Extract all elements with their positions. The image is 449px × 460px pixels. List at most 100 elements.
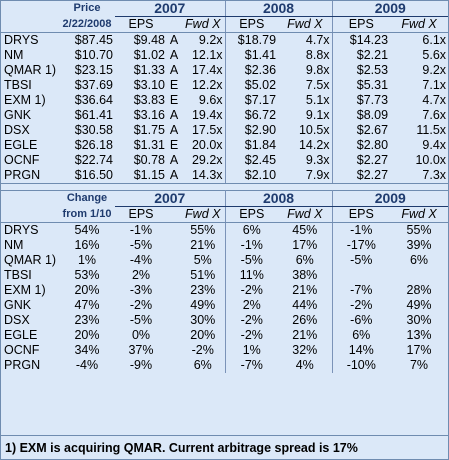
eps-2008-change-cell: -2%	[224, 328, 279, 343]
eps-2007-cell: $1.31	[133, 138, 165, 152]
eps-2009-cell: $2.80	[331, 138, 391, 153]
ticker-cell: EXM 1)	[4, 283, 46, 297]
price-cell: $10.70	[74, 48, 113, 62]
blank-cell	[1, 206, 59, 223]
estimate-flag-cell: A	[167, 168, 181, 184]
ticker-cell: EGLE	[4, 328, 38, 342]
change-cell: 34%	[74, 343, 100, 357]
eps-2007-change-cell: 2%	[131, 268, 151, 282]
fwd-2008-cell: 7.9x	[278, 168, 333, 184]
blank-cell	[167, 313, 181, 328]
fwd-2008-change-cell: 17%	[292, 238, 318, 252]
blank-cell	[167, 298, 181, 313]
ticker-cell: GNK	[4, 298, 32, 312]
fwd-2007-change-cell: -2%	[191, 343, 214, 357]
ticker-cell: TBSI	[4, 268, 32, 282]
blank-cell	[167, 16, 181, 33]
table-row: EXM 1) 20% -3% 23% -2% 21% -7% 28%	[1, 283, 448, 298]
ticker-cell: EGLE	[4, 138, 38, 152]
fwd-2009-cell: 6.1x	[422, 33, 447, 47]
eps-2009-header: EPS	[331, 16, 391, 33]
eps-2008-change-cell: 6%	[224, 222, 279, 238]
change-eps-2007-header: EPS	[115, 206, 167, 223]
table-row: TBSI 53% 2% 51% 11% 38%	[1, 268, 448, 283]
fwd-2007-change-cell: 23%	[190, 283, 216, 297]
fwd-2008-cell: 9.1x	[305, 108, 330, 122]
ticker-cell: TBSI	[4, 78, 32, 92]
eps-2007-cell: $3.10	[133, 78, 165, 92]
blank-cell	[1, 16, 59, 33]
table-row: OCNF 34% 37% -2% 1% 32% 14% 17%	[1, 343, 448, 358]
price-cell: $16.50	[59, 168, 115, 184]
table-row: PRGN $16.50 $1.15 A 14.3x $2.10 7.9x $2.27 7.3x	[1, 168, 449, 184]
eps-2007-cell: $9.48	[133, 33, 165, 47]
eps-2009-cell: $14.23	[331, 32, 391, 48]
year-2008-header: 2008	[224, 1, 333, 17]
eps-2007-cell: $3.83	[133, 93, 165, 107]
eps-2008-cell: $5.02	[224, 78, 279, 93]
fwd-2007-cell: 29.2x	[191, 153, 223, 167]
fwd-2007-change-cell: 5%	[193, 253, 212, 267]
table-row: DRYS 54% -1% 55% 6% 45% -1% 55%	[1, 222, 448, 238]
change-cell: 20%	[74, 283, 100, 297]
change-cell: 1%	[77, 253, 97, 267]
estimate-flag-cell: A	[169, 153, 179, 167]
fwd-2009-cell: 7.6x	[422, 108, 447, 122]
blank-cell	[167, 268, 181, 283]
table-row: GNK $61.41 $3.16 A 19.4x $6.72 9.1x $8.09 7.6x	[1, 108, 448, 123]
fwd-2009-cell: 9.2x	[422, 63, 447, 77]
eps-2007-change-cell: -4%	[129, 253, 153, 267]
fwd-2009-change-cell: 17%	[406, 343, 432, 357]
table-row: DSX 23% -5% 30% -2% 26% -6% 30%	[1, 313, 448, 328]
eps-2009-change-cell	[331, 268, 391, 283]
price-cell: $36.64	[74, 93, 113, 107]
price-cell: $22.74	[74, 153, 113, 167]
price-cell: $37.69	[74, 78, 113, 92]
fwd-2008-cell: 4.7x	[305, 33, 330, 47]
fwd-2007-header: Fwd X	[181, 16, 226, 33]
fwd-2009-change-cell: 13%	[406, 328, 432, 342]
change-cell: -4%	[75, 358, 99, 372]
change-year-2007-header: 2007	[115, 190, 226, 207]
fwd-2009-change-cell: 6%	[409, 253, 429, 267]
eps-2008-cell: $1.84	[224, 138, 279, 153]
price-cell: $61.41	[74, 108, 113, 122]
eps-2008-cell: $18.79	[224, 32, 279, 48]
eps-2008-change-cell: 11%	[224, 268, 279, 283]
estimate-flag-cell: E	[169, 78, 179, 92]
fwd-2008-change-cell: 32%	[292, 343, 318, 357]
eps-2009-change-cell: -5%	[331, 253, 391, 268]
ticker-cell: QMAR 1)	[4, 63, 57, 77]
table-row: OCNF $22.74 $0.78 A 29.2x $2.45 9.3x $2.27 10.0x	[1, 153, 448, 168]
fwd-2008-change-cell: 21%	[292, 328, 318, 342]
ticker-cell: GNK	[4, 108, 32, 122]
fwd-2008-change-cell: 26%	[292, 313, 318, 327]
eps-2007-cell: $3.16	[133, 108, 165, 122]
eps-2007-change-cell: 37%	[128, 343, 154, 357]
change-cell: 53%	[74, 268, 100, 282]
ticker-cell: NM	[4, 238, 24, 252]
fwd-2007-cell: 20.0x	[191, 138, 223, 152]
from-header: from 1/10	[59, 206, 115, 223]
footnote: 1) EXM is acquiring QMAR. Current arbitr…	[1, 435, 448, 459]
eps-2008-cell: $7.17	[224, 93, 279, 108]
fwd-2007-cell: 17.4x	[191, 63, 223, 77]
blank-cell	[167, 206, 181, 223]
fwd-2008-cell: 5.1x	[305, 93, 330, 107]
estimate-flag-cell: A	[169, 63, 179, 77]
ticker-cell: OCNF	[4, 343, 40, 357]
eps-2007-header: EPS	[115, 16, 167, 33]
table-row: NM $10.70 $1.02 A 12.1x $1.41 8.8x $2.21 5.6x	[1, 48, 448, 63]
fwd-2009-header: Fwd X	[390, 16, 449, 33]
fwd-2007-cell: 12.2x	[191, 78, 223, 92]
price-cell: $26.18	[74, 138, 113, 152]
blank-cell	[167, 343, 181, 358]
fwd-2008-cell: 10.5x	[298, 123, 330, 137]
blank-cell	[167, 358, 181, 373]
eps-2009-cell: $2.27	[331, 168, 391, 184]
ticker-cell: DSX	[4, 313, 30, 327]
table-row: TBSI $37.69 $3.10 E 12.2x $5.02 7.5x $5.31 7.1x	[1, 78, 448, 93]
ticker-cell: DRYS	[4, 33, 39, 47]
ticker-cell: PRGN	[4, 358, 41, 372]
change-fwd-2008-header: Fwd X	[278, 206, 333, 223]
